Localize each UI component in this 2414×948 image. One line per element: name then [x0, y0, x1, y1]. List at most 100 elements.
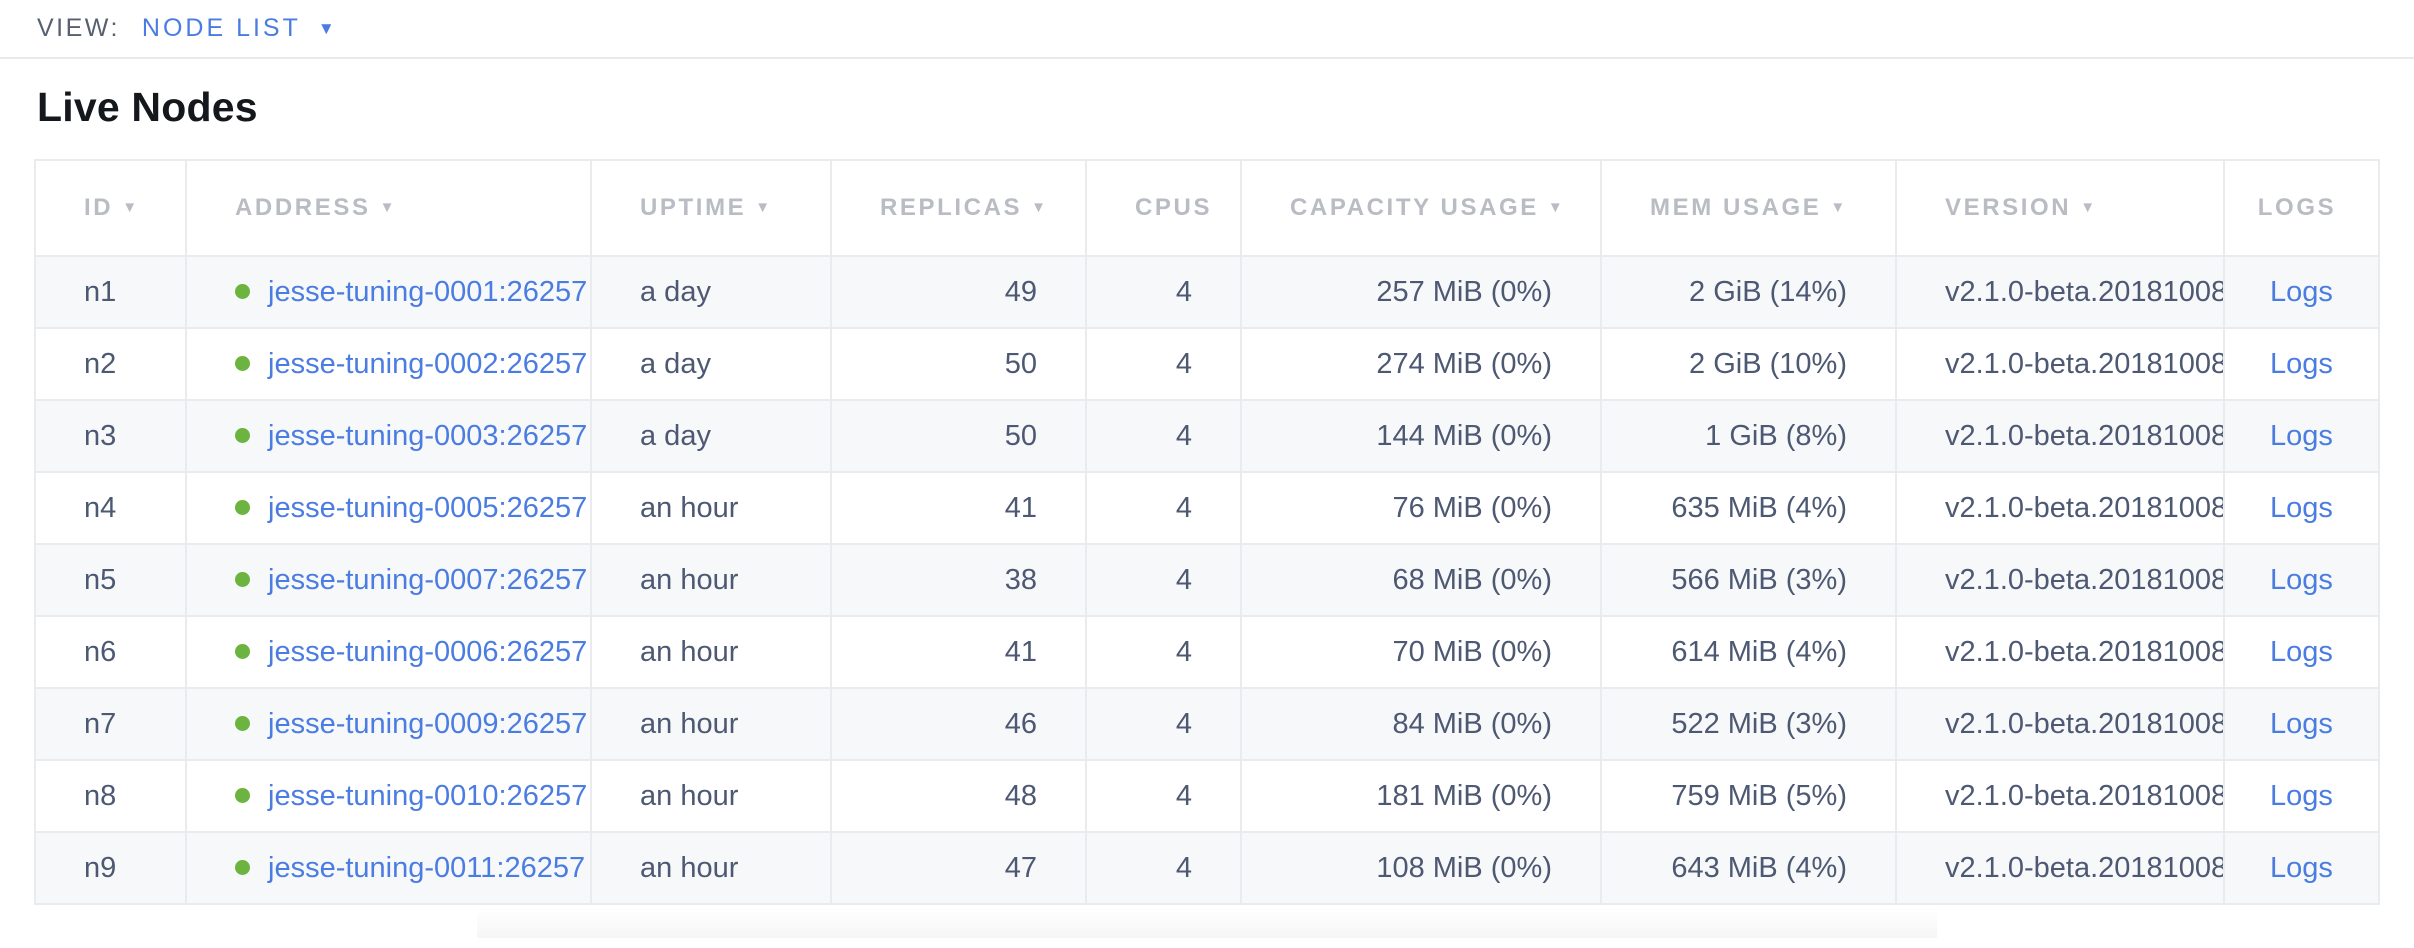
column-header-replicas[interactable]: REPLICAS ▼: [830, 159, 1087, 258]
node-cpus-cell: 4: [1085, 687, 1242, 762]
node-live-status-icon: [235, 355, 250, 371]
node-table-body: n1 jesse-tuning-0001:26257 a day 49 4 25…: [34, 255, 2380, 906]
node-capacity-usage-cell: 144 MiB (0%): [1240, 399, 1602, 474]
node-replicas-cell: 48: [830, 759, 1087, 834]
node-replicas-cell: 47: [830, 831, 1087, 906]
node-replicas-cell: 50: [830, 327, 1087, 402]
node-uptime-cell: an hour: [590, 471, 832, 546]
table-row: n7 jesse-tuning-0009:26257 an hour 46 4 …: [34, 687, 2380, 762]
node-live-status-icon: [235, 427, 250, 443]
node-cpus-cell: 4: [1085, 255, 1242, 330]
node-address-link[interactable]: jesse-tuning-0002:26257: [268, 347, 588, 380]
table-row: n5 jesse-tuning-0007:26257 an hour 38 4 …: [34, 543, 2380, 618]
table-row: n3 jesse-tuning-0003:26257 a day 50 4 14…: [34, 399, 2380, 474]
column-header-uptime[interactable]: UPTIME ▼: [590, 159, 832, 258]
node-mem-usage-cell: 614 MiB (4%): [1600, 615, 1897, 690]
node-address-cell: jesse-tuning-0001:26257: [185, 255, 592, 330]
node-uptime-cell: an hour: [590, 759, 832, 834]
node-address-link[interactable]: jesse-tuning-0007:26257: [268, 563, 588, 596]
table-row: n2 jesse-tuning-0002:26257 a day 50 4 27…: [34, 327, 2380, 402]
logs-link[interactable]: Logs: [2270, 707, 2333, 740]
node-id-cell: n6: [34, 615, 187, 690]
logs-link[interactable]: Logs: [2270, 347, 2333, 380]
node-address-link[interactable]: jesse-tuning-0009:26257: [268, 707, 588, 740]
node-address-link[interactable]: jesse-tuning-0011:26257: [268, 851, 586, 884]
logs-link[interactable]: Logs: [2270, 635, 2333, 668]
sort-arrow-icon: ▼: [1547, 199, 1566, 217]
view-dropdown-value: NODE LIST: [141, 14, 301, 42]
node-mem-usage-cell: 643 MiB (4%): [1600, 831, 1897, 906]
sort-arrow-icon: ▼: [2080, 199, 2098, 217]
node-id-cell: n4: [34, 471, 187, 546]
node-replicas-cell: 46: [830, 687, 1087, 762]
column-header-version[interactable]: VERSION ▼: [1895, 159, 2225, 258]
logs-link[interactable]: Logs: [2270, 779, 2333, 812]
sort-arrow-icon: ▼: [122, 199, 140, 217]
node-mem-usage-cell: 566 MiB (3%): [1600, 543, 1897, 618]
table-row: n9 jesse-tuning-0011:26257 an hour 47 4 …: [34, 831, 2380, 906]
table-row: n6 jesse-tuning-0006:26257 an hour 41 4 …: [34, 615, 2380, 690]
node-version-cell: v2.1.0-beta.20181008: [1895, 831, 2225, 906]
logs-link[interactable]: Logs: [2270, 419, 2333, 452]
next-section-shadow: [477, 908, 1937, 939]
live-nodes-table: ID ▼ ADDRESS ▼ UPTIME ▼ REPLICAS ▼ CPUS CAPA…: [34, 159, 2380, 906]
node-id-cell: n1: [34, 255, 187, 330]
logs-link[interactable]: Logs: [2270, 563, 2333, 596]
node-address-link[interactable]: jesse-tuning-0001:26257: [268, 275, 588, 308]
node-capacity-usage-cell: 257 MiB (0%): [1240, 255, 1602, 330]
page-title: Live Nodes: [37, 84, 258, 130]
node-address-link[interactable]: jesse-tuning-0010:26257: [268, 779, 588, 812]
node-uptime-cell: a day: [590, 255, 832, 330]
node-mem-usage-cell: 2 GiB (10%): [1600, 327, 1897, 402]
node-capacity-usage-cell: 76 MiB (0%): [1240, 471, 1602, 546]
node-address-link[interactable]: jesse-tuning-0005:26257: [268, 491, 588, 524]
logs-link[interactable]: Logs: [2270, 851, 2333, 884]
node-version-cell: v2.1.0-beta.20181008: [1895, 255, 2225, 330]
view-dropdown[interactable]: NODE LIST ▼: [142, 14, 335, 43]
node-version-cell: v2.1.0-beta.20181008: [1895, 615, 2225, 690]
node-cpus-cell: 4: [1085, 831, 1242, 906]
node-version-cell: v2.1.0-beta.20181008: [1895, 471, 2225, 546]
column-header-capacity-usage[interactable]: CAPACITY USAGE ▼: [1240, 159, 1602, 258]
node-live-status-icon: [235, 571, 250, 587]
node-uptime-cell: a day: [590, 327, 832, 402]
node-capacity-usage-cell: 84 MiB (0%): [1240, 687, 1602, 762]
table-row: n8 jesse-tuning-0010:26257 an hour 48 4 …: [34, 759, 2380, 834]
sort-arrow-icon: ▼: [1830, 199, 1848, 217]
column-header-mem-usage[interactable]: MEM USAGE ▼: [1600, 159, 1897, 258]
node-logs-cell: Logs: [2223, 759, 2380, 834]
node-cpus-cell: 4: [1085, 327, 1242, 402]
node-address-link[interactable]: jesse-tuning-0003:26257: [268, 419, 588, 452]
node-live-status-icon: [235, 643, 250, 659]
node-uptime-cell: an hour: [590, 687, 832, 762]
node-live-status-icon: [235, 499, 250, 515]
node-version-cell: v2.1.0-beta.20181008: [1895, 327, 2225, 402]
node-version-cell: v2.1.0-beta.20181008: [1895, 687, 2225, 762]
logs-link[interactable]: Logs: [2270, 275, 2333, 308]
node-mem-usage-cell: 759 MiB (5%): [1600, 759, 1897, 834]
table-header-row: ID ▼ ADDRESS ▼ UPTIME ▼ REPLICAS ▼ CPUS CAPA…: [34, 159, 2380, 258]
column-header-cpus: CPUS: [1085, 159, 1242, 258]
node-version-cell: v2.1.0-beta.20181008: [1895, 399, 2225, 474]
node-id-cell: n9: [34, 831, 187, 906]
node-address-cell: jesse-tuning-0007:26257: [185, 543, 592, 618]
node-logs-cell: Logs: [2223, 255, 2380, 330]
logs-link[interactable]: Logs: [2270, 491, 2333, 524]
node-capacity-usage-cell: 68 MiB (0%): [1240, 543, 1602, 618]
node-id-cell: n2: [34, 327, 187, 402]
node-id-cell: n3: [34, 399, 187, 474]
node-logs-cell: Logs: [2223, 471, 2380, 546]
node-mem-usage-cell: 522 MiB (3%): [1600, 687, 1897, 762]
node-address-cell: jesse-tuning-0006:26257: [185, 615, 592, 690]
node-cpus-cell: 4: [1085, 543, 1242, 618]
column-header-address[interactable]: ADDRESS ▼: [185, 159, 592, 258]
node-logs-cell: Logs: [2223, 687, 2380, 762]
node-logs-cell: Logs: [2223, 543, 2380, 618]
node-version-cell: v2.1.0-beta.20181008: [1895, 759, 2225, 834]
node-cpus-cell: 4: [1085, 615, 1242, 690]
node-uptime-cell: an hour: [590, 831, 832, 906]
node-logs-cell: Logs: [2223, 327, 2380, 402]
column-header-id[interactable]: ID ▼: [34, 159, 187, 258]
node-address-link[interactable]: jesse-tuning-0006:26257: [268, 635, 588, 668]
sort-arrow-icon: ▼: [379, 199, 398, 217]
